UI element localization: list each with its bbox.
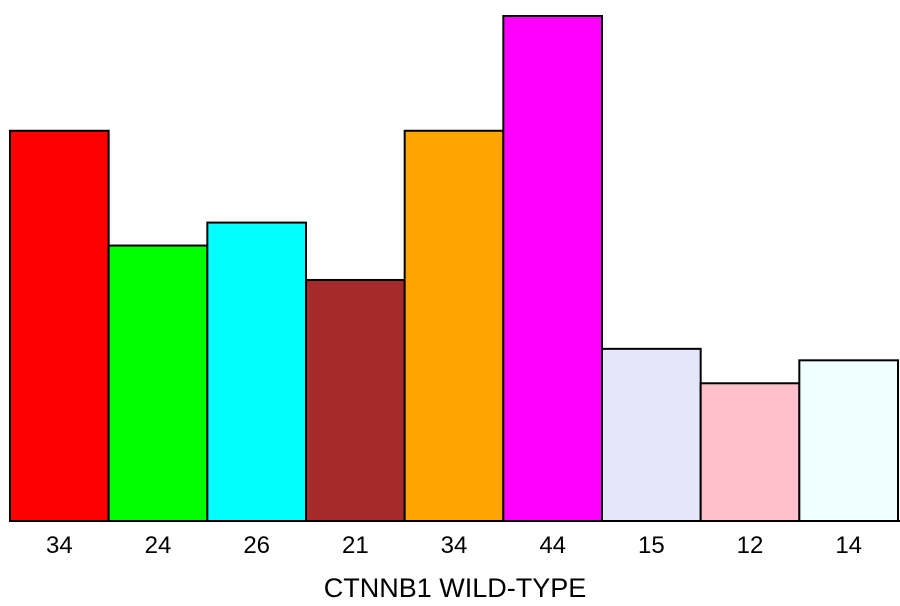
bar-9 [798, 359, 900, 522]
bar-4 [305, 278, 406, 523]
x-axis-title: CTNNB1 WILD-TYPE [324, 573, 587, 603]
bar-2 [107, 244, 209, 523]
tick-label-1: 34 [46, 532, 73, 559]
bar-7 [601, 347, 702, 522]
bars-group [9, 15, 900, 523]
tick-labels-group: 34 24 26 21 34 44 15 12 14 [46, 532, 862, 559]
tick-label-3: 26 [243, 532, 270, 559]
tick-label-7: 15 [638, 532, 665, 559]
tick-label-9: 14 [835, 532, 862, 559]
bar-8 [699, 382, 801, 522]
bar-5 [403, 129, 505, 523]
tick-label-6: 44 [539, 532, 566, 559]
tick-label-4: 21 [342, 532, 369, 559]
tick-label-5: 34 [441, 532, 468, 559]
bar-6 [502, 15, 603, 522]
bar-3 [206, 221, 307, 522]
tick-label-2: 24 [145, 532, 172, 559]
bar-1 [9, 129, 110, 523]
tick-label-8: 12 [737, 532, 764, 559]
